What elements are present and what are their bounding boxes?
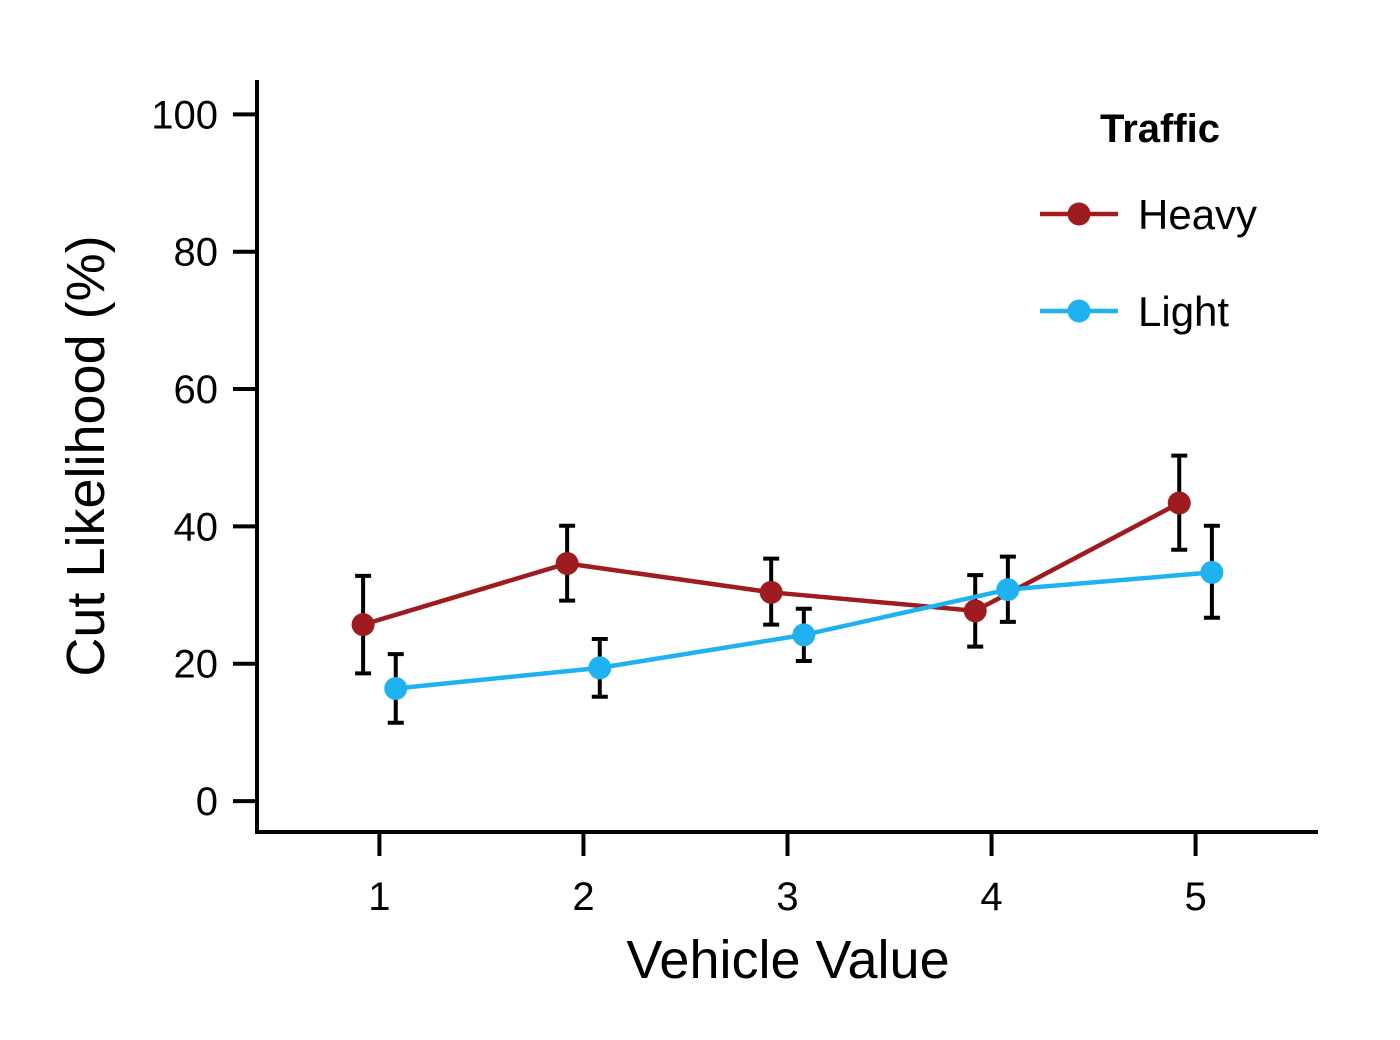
data-point-light bbox=[792, 623, 816, 647]
x-ticks: 1 2 3 4 5 bbox=[368, 832, 1207, 919]
x-tick-label: 5 bbox=[1184, 875, 1206, 919]
y-ticks: 0 20 40 60 80 100 bbox=[151, 93, 257, 824]
data-point-heavy bbox=[351, 613, 375, 637]
legend-marker bbox=[1067, 299, 1091, 323]
y-tick-label: 80 bbox=[174, 231, 219, 275]
data-point-heavy bbox=[963, 599, 987, 623]
x-tick-label: 2 bbox=[572, 875, 594, 919]
data-point-heavy bbox=[759, 580, 783, 604]
legend-item-heavy: Heavy bbox=[1040, 191, 1257, 238]
legend-item-light: Light bbox=[1040, 288, 1229, 335]
legend-label: Heavy bbox=[1138, 191, 1257, 238]
y-tick-label: 60 bbox=[174, 368, 219, 412]
data-point-heavy bbox=[555, 551, 579, 575]
series-light bbox=[384, 523, 1224, 725]
legend-label: Light bbox=[1138, 288, 1229, 335]
x-tick-label: 1 bbox=[368, 875, 390, 919]
data-point-light bbox=[1200, 560, 1224, 584]
axes: 0 20 40 60 80 100 1 2 3 4 5 bbox=[151, 80, 1318, 919]
series-layer bbox=[351, 453, 1224, 725]
x-tick-label: 3 bbox=[776, 875, 798, 919]
x-axis-title: Vehicle Value bbox=[626, 930, 949, 990]
legend-items: Heavy Light bbox=[1040, 191, 1257, 335]
y-tick-label: 0 bbox=[196, 780, 218, 824]
y-tick-label: 20 bbox=[174, 643, 219, 687]
y-tick-label: 100 bbox=[151, 93, 218, 137]
legend-marker bbox=[1067, 202, 1091, 226]
data-point-light bbox=[588, 656, 612, 680]
data-point-light bbox=[996, 578, 1020, 602]
legend-title: Traffic bbox=[1100, 107, 1220, 151]
series-heavy bbox=[351, 453, 1191, 676]
data-point-heavy bbox=[1167, 491, 1191, 515]
x-tick-label: 4 bbox=[980, 875, 1002, 919]
y-tick-label: 40 bbox=[174, 505, 219, 549]
legend: Traffic Heavy Light bbox=[1040, 107, 1257, 335]
data-point-light bbox=[384, 676, 408, 700]
y-axis-title: Cut Likelihood (%) bbox=[56, 235, 116, 676]
